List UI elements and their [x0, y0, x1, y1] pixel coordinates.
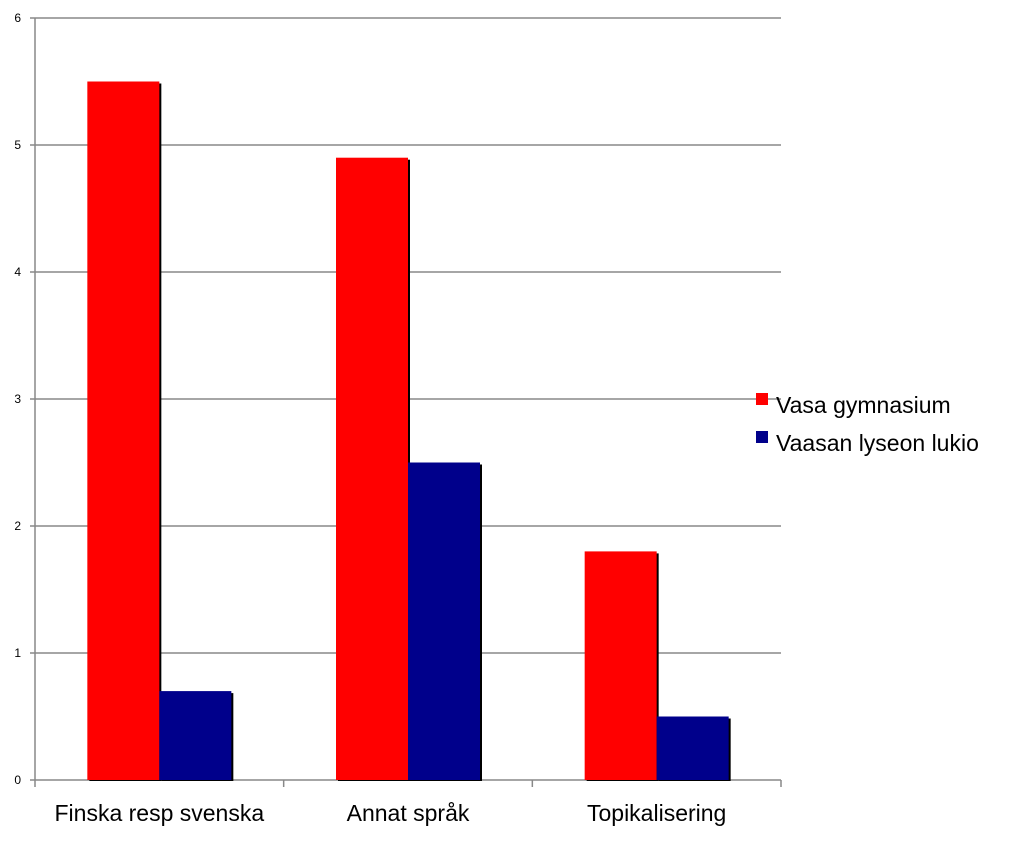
x-category-labels: Finska resp svenska Annat språk Topikalise…	[55, 800, 727, 826]
y-tick-label: 0	[14, 773, 21, 787]
bar-vasa-gymnasium-0	[87, 81, 160, 780]
x-category-label: Annat språk	[347, 800, 470, 826]
legend-label: Vaasan lyseon lukio	[776, 430, 979, 456]
y-tick-label: 4	[14, 265, 21, 279]
y-tick-label: 3	[14, 392, 21, 406]
bar-vaasan-lyseon-lukio-0	[159, 691, 232, 780]
bar-vaasan-lyseon-lukio-1	[408, 462, 480, 780]
legend-label: Vasa gymnasium	[776, 392, 951, 418]
y-tick-label: 2	[14, 519, 21, 533]
bar-vasa-gymnasium-2	[584, 551, 657, 780]
y-tick-label: 5	[14, 138, 21, 152]
legend-swatch	[756, 393, 768, 405]
x-category-label: Topikalisering	[587, 800, 726, 826]
y-tick-label: 6	[14, 11, 21, 25]
legend: Vasa gymnasium Vaasan lyseon lukio	[756, 392, 979, 456]
bars	[87, 81, 731, 781]
y-tick-labels: 0 1 2 3 4 5 6	[14, 11, 21, 787]
bar-vasa-gymnasium-1	[336, 157, 408, 780]
x-category-label: Finska resp svenska	[55, 800, 265, 826]
y-tick-label: 1	[14, 646, 21, 660]
legend-swatch	[756, 431, 768, 443]
bar-vaasan-lyseon-lukio-2	[656, 716, 729, 780]
